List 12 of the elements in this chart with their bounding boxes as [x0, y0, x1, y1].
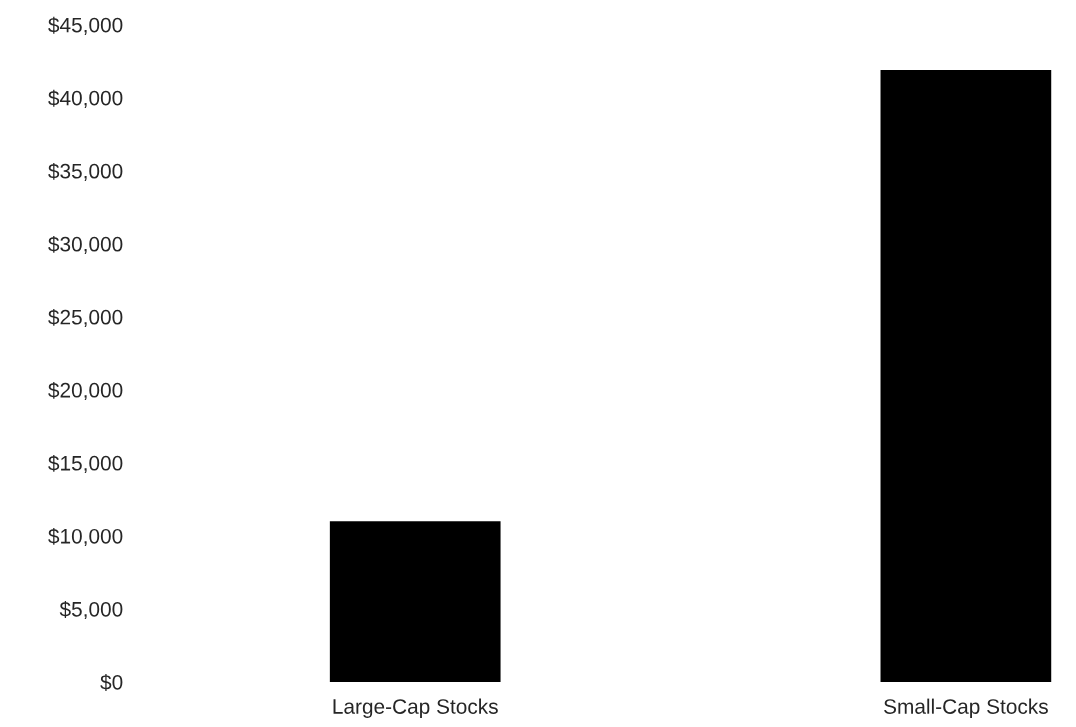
x-tick-label: Small-Cap Stocks — [884, 698, 1048, 719]
y-tick-label: $25,000 — [48, 308, 123, 328]
y-tick-label: $30,000 — [48, 235, 123, 254]
y-tick-label: $15,000 — [48, 454, 123, 474]
y-tick-label: $40,000 — [48, 89, 123, 108]
x-tick-label: Large-Cap Stocks — [333, 698, 498, 719]
y-tick-label: $20,000 — [48, 381, 123, 401]
y-tick-label: $5,000 — [59, 601, 123, 620]
y-tick-label: $45,000 — [48, 16, 123, 35]
y-tick-label: $35,000 — [48, 162, 123, 181]
y-tick-label: $10,000 — [48, 528, 123, 547]
y-tick-label: $0 — [100, 674, 123, 691]
